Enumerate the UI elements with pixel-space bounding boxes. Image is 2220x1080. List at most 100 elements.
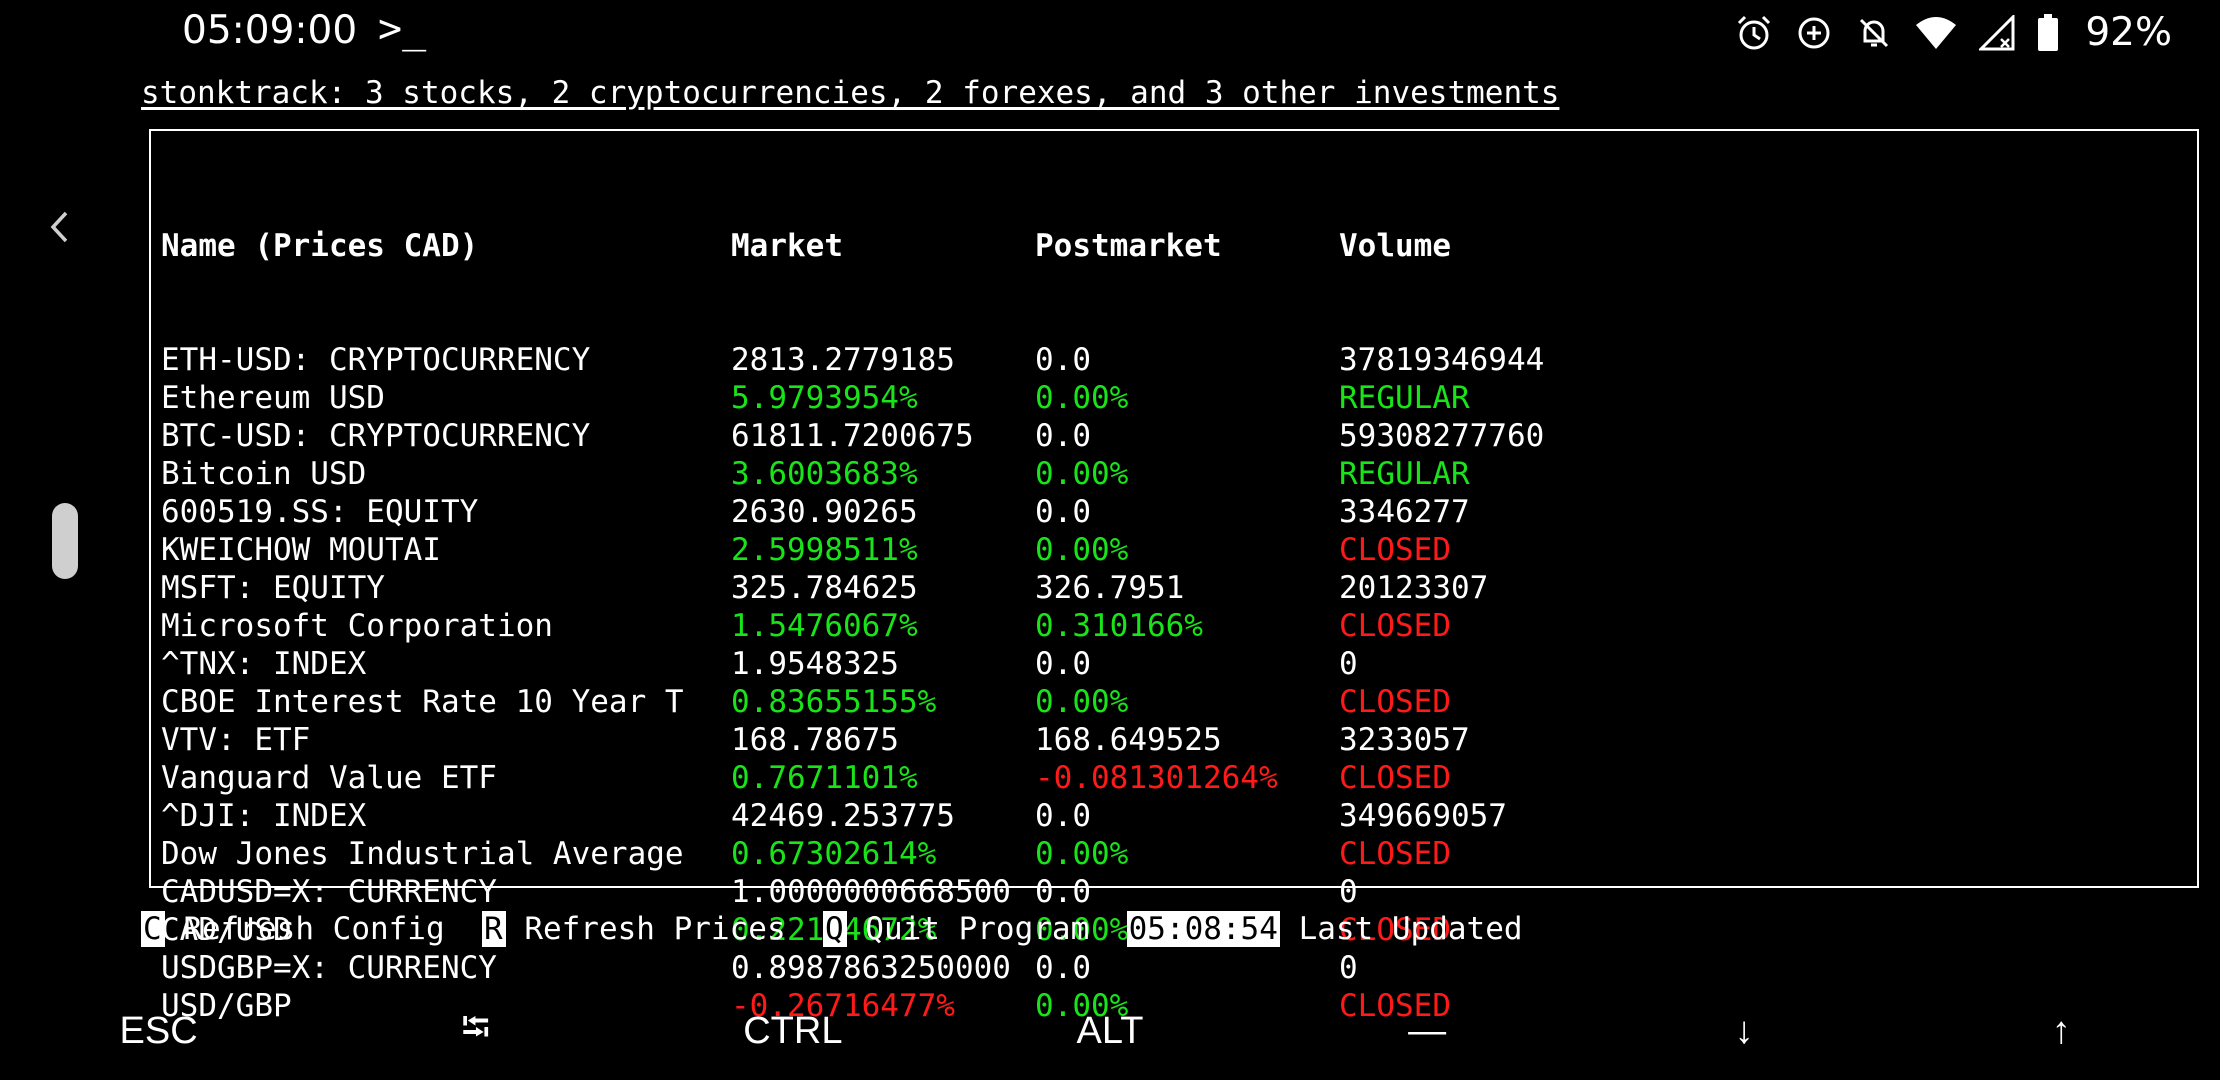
battery-percent: 92%: [2085, 10, 2172, 55]
cellular-signal-icon: [1979, 14, 2015, 50]
investments-table: Name (Prices CAD) Market Postmarket Volu…: [149, 129, 2199, 1024]
cell-volume: 0: [1339, 874, 1358, 910]
refresh-prices-key[interactable]: R: [481, 911, 506, 947]
status-icons: 92%: [1735, 10, 2172, 55]
cell-market: 2630.90265: [731, 494, 918, 530]
cell-market: 1.0000000668500: [731, 874, 1011, 910]
table-row: ^TNX: INDEX 1.9548325 0.0 0: [161, 645, 1358, 683]
cell-volume: CLOSED: [1339, 684, 1451, 720]
table-row: ^DJI: INDEX 42469.253775 0.0 349669057: [161, 797, 1507, 835]
cell-market: 325.784625: [731, 570, 918, 606]
refresh-prices-label[interactable]: Refresh Prices: [524, 911, 786, 947]
cell-volume: CLOSED: [1339, 760, 1451, 796]
cell-name: 600519.SS: EQUITY: [161, 494, 479, 530]
esc-key[interactable]: ESC: [119, 1009, 198, 1052]
cell-name: Bitcoin USD: [161, 456, 367, 492]
cell-market: 168.78675: [731, 722, 899, 758]
table-body: Name (Prices CAD) Market Postmarket Volu…: [161, 151, 1544, 1025]
cell-postmarket: 0.0: [1035, 418, 1091, 454]
cell-postmarket: 0.00%: [1035, 836, 1129, 872]
table-row: Microsoft Corporation 1.5476067% 0.310166%…: [161, 607, 1451, 645]
cell-postmarket: 168.649525: [1035, 722, 1222, 758]
cell-name: USDGBP=X: CURRENCY: [161, 950, 497, 986]
battery-icon: [2038, 13, 2059, 51]
cell-name: BTC-USD: CRYPTOCURRENCY: [161, 418, 591, 454]
status-time: 05:09:00: [182, 8, 358, 53]
table-row: CADUSD=X: CURRENCY 1.0000000668500 0.0 0: [161, 873, 1358, 911]
cell-name: ETH-USD: CRYPTOCURRENCY: [161, 342, 591, 378]
cell-postmarket: 0.00%: [1035, 988, 1129, 1024]
cell-market: 1.5476067%: [731, 608, 918, 644]
cell-name: VTV: ETF: [161, 722, 311, 758]
cell-postmarket: 326.7951: [1035, 570, 1185, 606]
cell-volume: CLOSED: [1339, 836, 1451, 872]
wifi-icon: [1916, 16, 1957, 49]
table-row: USDGBP=X: CURRENCY 0.8987863250000 0.0 0: [161, 949, 1358, 987]
cell-postmarket: 0.310166%: [1035, 608, 1203, 644]
cell-volume: 59308277760: [1339, 418, 1545, 454]
cell-name: ^TNX: INDEX: [161, 646, 367, 682]
cell-name: CBOE Interest Rate 10 Year T: [161, 684, 684, 720]
down-arrow-key[interactable]: ↓: [1734, 1009, 1754, 1052]
last-updated-time: 05:08:54: [1126, 911, 1280, 947]
cell-postmarket: 0.00%: [1035, 684, 1129, 720]
cell-name: CADUSD=X: CURRENCY: [161, 874, 497, 910]
ctrl-key[interactable]: CTRL: [743, 1009, 843, 1052]
cell-volume: REGULAR: [1339, 380, 1470, 416]
app-header: stonktrack: 3 stocks, 2 cryptocurrencies…: [141, 75, 1560, 111]
cell-market: 0.7671101%: [731, 760, 918, 796]
cell-market: 1.9548325: [731, 646, 899, 682]
cell-volume: 3233057: [1339, 722, 1470, 758]
table-row: Bitcoin USD 3.6003683% 0.00% REGULAR: [161, 455, 1470, 493]
table-row: CBOE Interest Rate 10 Year T 0.83655155% 0…: [161, 683, 1451, 721]
table-row: ETH-USD: CRYPTOCURRENCY 2813.2779185 0.0 37…: [161, 341, 1544, 379]
tab-key[interactable]: ⭾: [461, 1006, 491, 1049]
table-row: MSFT: EQUITY 325.784625 326.7951 20123307: [161, 569, 1488, 607]
status-bar: 05:09:00 >_ 92%: [0, 0, 2220, 68]
cell-market: 61811.7200675: [731, 418, 974, 454]
cell-name: MSFT: EQUITY: [161, 570, 385, 606]
cell-volume: CLOSED: [1339, 532, 1451, 568]
cell-volume: 37819346944: [1339, 342, 1545, 378]
table-row: BTC-USD: CRYPTOCURRENCY 61811.7200675 0.0 5…: [161, 417, 1544, 455]
cell-postmarket: 0.0: [1035, 950, 1091, 986]
column-header-name: Name (Prices CAD): [161, 228, 479, 264]
cell-volume: 349669057: [1339, 798, 1507, 834]
cell-volume: REGULAR: [1339, 456, 1470, 492]
cell-volume: 0: [1339, 646, 1358, 682]
last-updated-label: Last Updated: [1298, 911, 1523, 947]
data-saver-icon: [1798, 17, 1830, 48]
cell-postmarket: 0.0: [1035, 342, 1091, 378]
up-arrow-key[interactable]: ↑: [2051, 1009, 2071, 1052]
table-row: Vanguard Value ETF 0.7671101% -0.081301264…: [161, 759, 1451, 797]
cell-postmarket: 0.0: [1035, 494, 1091, 530]
cell-postmarket: 0.0: [1035, 646, 1091, 682]
cell-name: Ethereum USD: [161, 380, 385, 416]
column-header-market: Market: [731, 228, 843, 264]
cell-market: 0.83655155%: [731, 684, 937, 720]
cell-volume: 0: [1339, 950, 1358, 986]
cell-name: Dow Jones Industrial Average: [161, 836, 684, 872]
cell-market: 2.5998511%: [731, 532, 918, 568]
refresh-config-label[interactable]: Refresh Config: [183, 911, 445, 947]
cell-market: 3.6003683%: [731, 456, 918, 492]
quit-key[interactable]: Q: [822, 911, 847, 947]
column-header-volume: Volume: [1339, 228, 1451, 264]
cell-name: KWEICHOW MOUTAI: [161, 532, 441, 568]
chevron-left-icon[interactable]: [48, 210, 70, 244]
cell-postmarket: -0.081301264%: [1035, 760, 1278, 796]
cell-market: 2813.2779185: [731, 342, 955, 378]
refresh-config-key[interactable]: C: [141, 911, 165, 947]
cell-postmarket: 0.00%: [1035, 456, 1129, 492]
cell-volume: CLOSED: [1339, 608, 1451, 644]
table-row: Dow Jones Industrial Average 0.67302614% 0…: [161, 835, 1451, 873]
table-row: VTV: ETF 168.78675 168.649525 3233057: [161, 721, 1470, 759]
alt-key[interactable]: ALT: [1076, 1009, 1144, 1052]
quit-label[interactable]: Quit Program: [865, 911, 1090, 947]
cell-name: USD/GBP: [161, 988, 292, 1024]
cell-postmarket: 0.0: [1035, 798, 1091, 834]
dash-key[interactable]: —: [1408, 1009, 1447, 1052]
drawer-handle[interactable]: [52, 503, 78, 579]
cell-postmarket: 0.00%: [1035, 380, 1129, 416]
